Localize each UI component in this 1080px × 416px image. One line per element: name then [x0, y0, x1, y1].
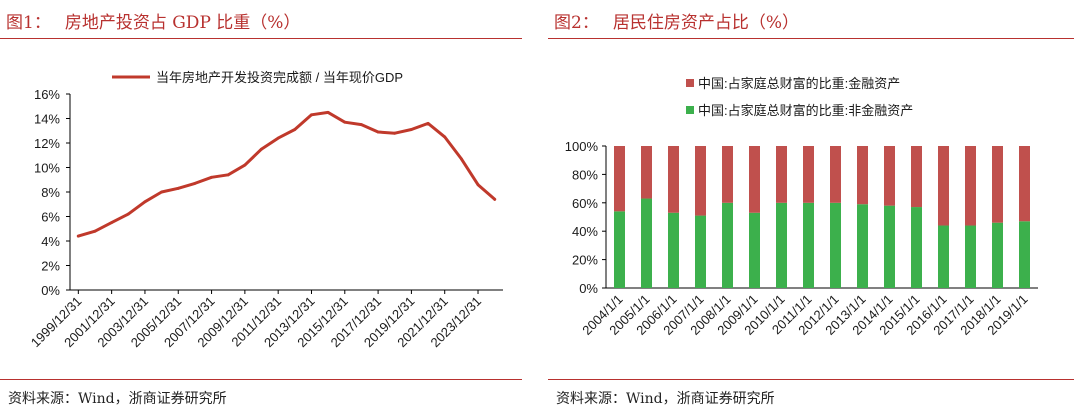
legend-label: 中国:占家庭总财富的比重:金融资产 — [698, 76, 900, 91]
data-point — [243, 163, 247, 167]
y-tick-label: 16% — [34, 87, 60, 102]
data-point — [176, 186, 180, 190]
y-tick-label: 0% — [41, 283, 60, 298]
bar-financial — [641, 146, 652, 199]
bar-nonfinancial — [830, 202, 841, 288]
bar-nonfinancial — [911, 207, 922, 288]
data-point — [93, 229, 97, 233]
figure-2-panel: 图2： 居民住房资产占比（%） 中国:占家庭总财富的比重:金融资产 中国:占家庭总财… — [548, 0, 1080, 416]
y-tick-label: 8% — [41, 185, 60, 200]
data-point — [426, 122, 430, 125]
y-tick-label: 6% — [41, 210, 60, 225]
data-point — [459, 157, 463, 161]
bar-financial — [938, 146, 949, 226]
bar-nonfinancial — [722, 202, 733, 288]
title-divider — [0, 38, 522, 39]
bar-nonfinancial — [695, 215, 706, 288]
data-point — [493, 197, 497, 201]
bar-financial — [803, 146, 814, 203]
y-tick-label: 4% — [41, 234, 60, 249]
figure-1-source: 资料来源：Wind，浙商证券研究所 — [8, 391, 227, 407]
y-tick-label: 100% — [565, 139, 599, 154]
figure-2-title: 图2： 居民住房资产占比（%） — [554, 8, 799, 33]
bar-financial — [1019, 146, 1030, 222]
data-point — [260, 147, 263, 151]
data-point — [393, 131, 397, 135]
figure-2-source: 资料来源：Wind，浙商证券研究所 — [556, 391, 775, 407]
legend-swatch — [686, 106, 694, 114]
y-tick-label: 40% — [572, 224, 598, 239]
bar-nonfinancial — [857, 204, 868, 288]
y-tick-label: 2% — [41, 259, 60, 274]
bar-nonfinancial — [614, 211, 625, 288]
data-point — [410, 128, 413, 131]
data-point — [76, 234, 80, 238]
bar-nonfinancial — [749, 212, 760, 288]
y-tick-label: 12% — [34, 136, 60, 151]
figure-1-label: 图1： — [6, 13, 51, 33]
y-tick-label: 20% — [572, 253, 598, 268]
figure-1-title-text: 房地产投资占 GDP 比重（%） — [64, 13, 301, 33]
data-point — [126, 212, 130, 216]
figure-2-label: 图2： — [554, 13, 599, 33]
bar-nonfinancial — [1019, 221, 1030, 288]
bar-nonfinancial — [965, 225, 976, 288]
figure-2-title-text: 居民住房资产占比（%） — [612, 13, 799, 33]
bar-financial — [614, 146, 625, 212]
y-tick-label: 80% — [572, 167, 598, 182]
bar-financial — [857, 146, 868, 205]
data-point — [376, 130, 380, 134]
data-point — [160, 190, 163, 194]
data-point — [210, 175, 213, 179]
bar-financial — [830, 146, 841, 203]
bar-nonfinancial — [992, 222, 1003, 288]
bar-nonfinancial — [776, 202, 787, 288]
data-point — [110, 221, 114, 225]
figure-1-panel: 图1： 房地产投资占 GDP 比重（%） 当年房地产开发投资完成额 / 当年现价G… — [0, 0, 528, 416]
y-tick-label: 14% — [34, 112, 60, 127]
bar-nonfinancial — [938, 225, 949, 288]
data-point — [143, 200, 147, 204]
data-point — [310, 113, 313, 117]
legend-label: 中国:占家庭总财富的比重:非金融资产 — [698, 103, 913, 118]
bar-financial — [776, 146, 787, 203]
data-point — [276, 136, 280, 140]
data-point — [226, 173, 230, 177]
bar-financial — [884, 146, 895, 206]
data-point — [343, 120, 347, 124]
data-point — [443, 135, 447, 139]
bar-financial — [722, 146, 733, 203]
line-chart: 当年房地产开发投资完成额 / 当年现价GDP 0% 2% 4% 6% 8% 10% 12% 14… — [28, 70, 503, 350]
figure-1-title: 图1： 房地产投资占 GDP 比重（%） — [6, 8, 300, 33]
bar-financial — [992, 146, 1003, 223]
bar-nonfinancial — [641, 198, 652, 288]
source-divider — [0, 379, 522, 380]
bar-financial — [749, 146, 760, 213]
y-tick-label: 10% — [34, 161, 60, 176]
source-divider — [548, 379, 1074, 380]
legend-swatch — [686, 79, 694, 87]
bar-financial — [911, 146, 922, 208]
bar-nonfinancial — [668, 212, 679, 288]
bar-nonfinancial — [884, 205, 895, 288]
data-point — [476, 183, 480, 187]
title-divider — [548, 38, 1074, 39]
series-line — [76, 110, 497, 238]
y-tick-label: 0% — [579, 281, 598, 296]
bar-financial — [965, 146, 976, 226]
data-point — [326, 110, 330, 114]
bar-financial — [695, 146, 706, 216]
y-tick-label: 60% — [572, 196, 598, 211]
data-point — [193, 182, 197, 185]
bar-nonfinancial — [803, 202, 814, 288]
data-point — [360, 123, 363, 127]
data-point — [293, 128, 297, 131]
bar-financial — [668, 146, 679, 213]
legend-label: 当年房地产开发投资完成额 / 当年现价GDP — [156, 70, 403, 85]
